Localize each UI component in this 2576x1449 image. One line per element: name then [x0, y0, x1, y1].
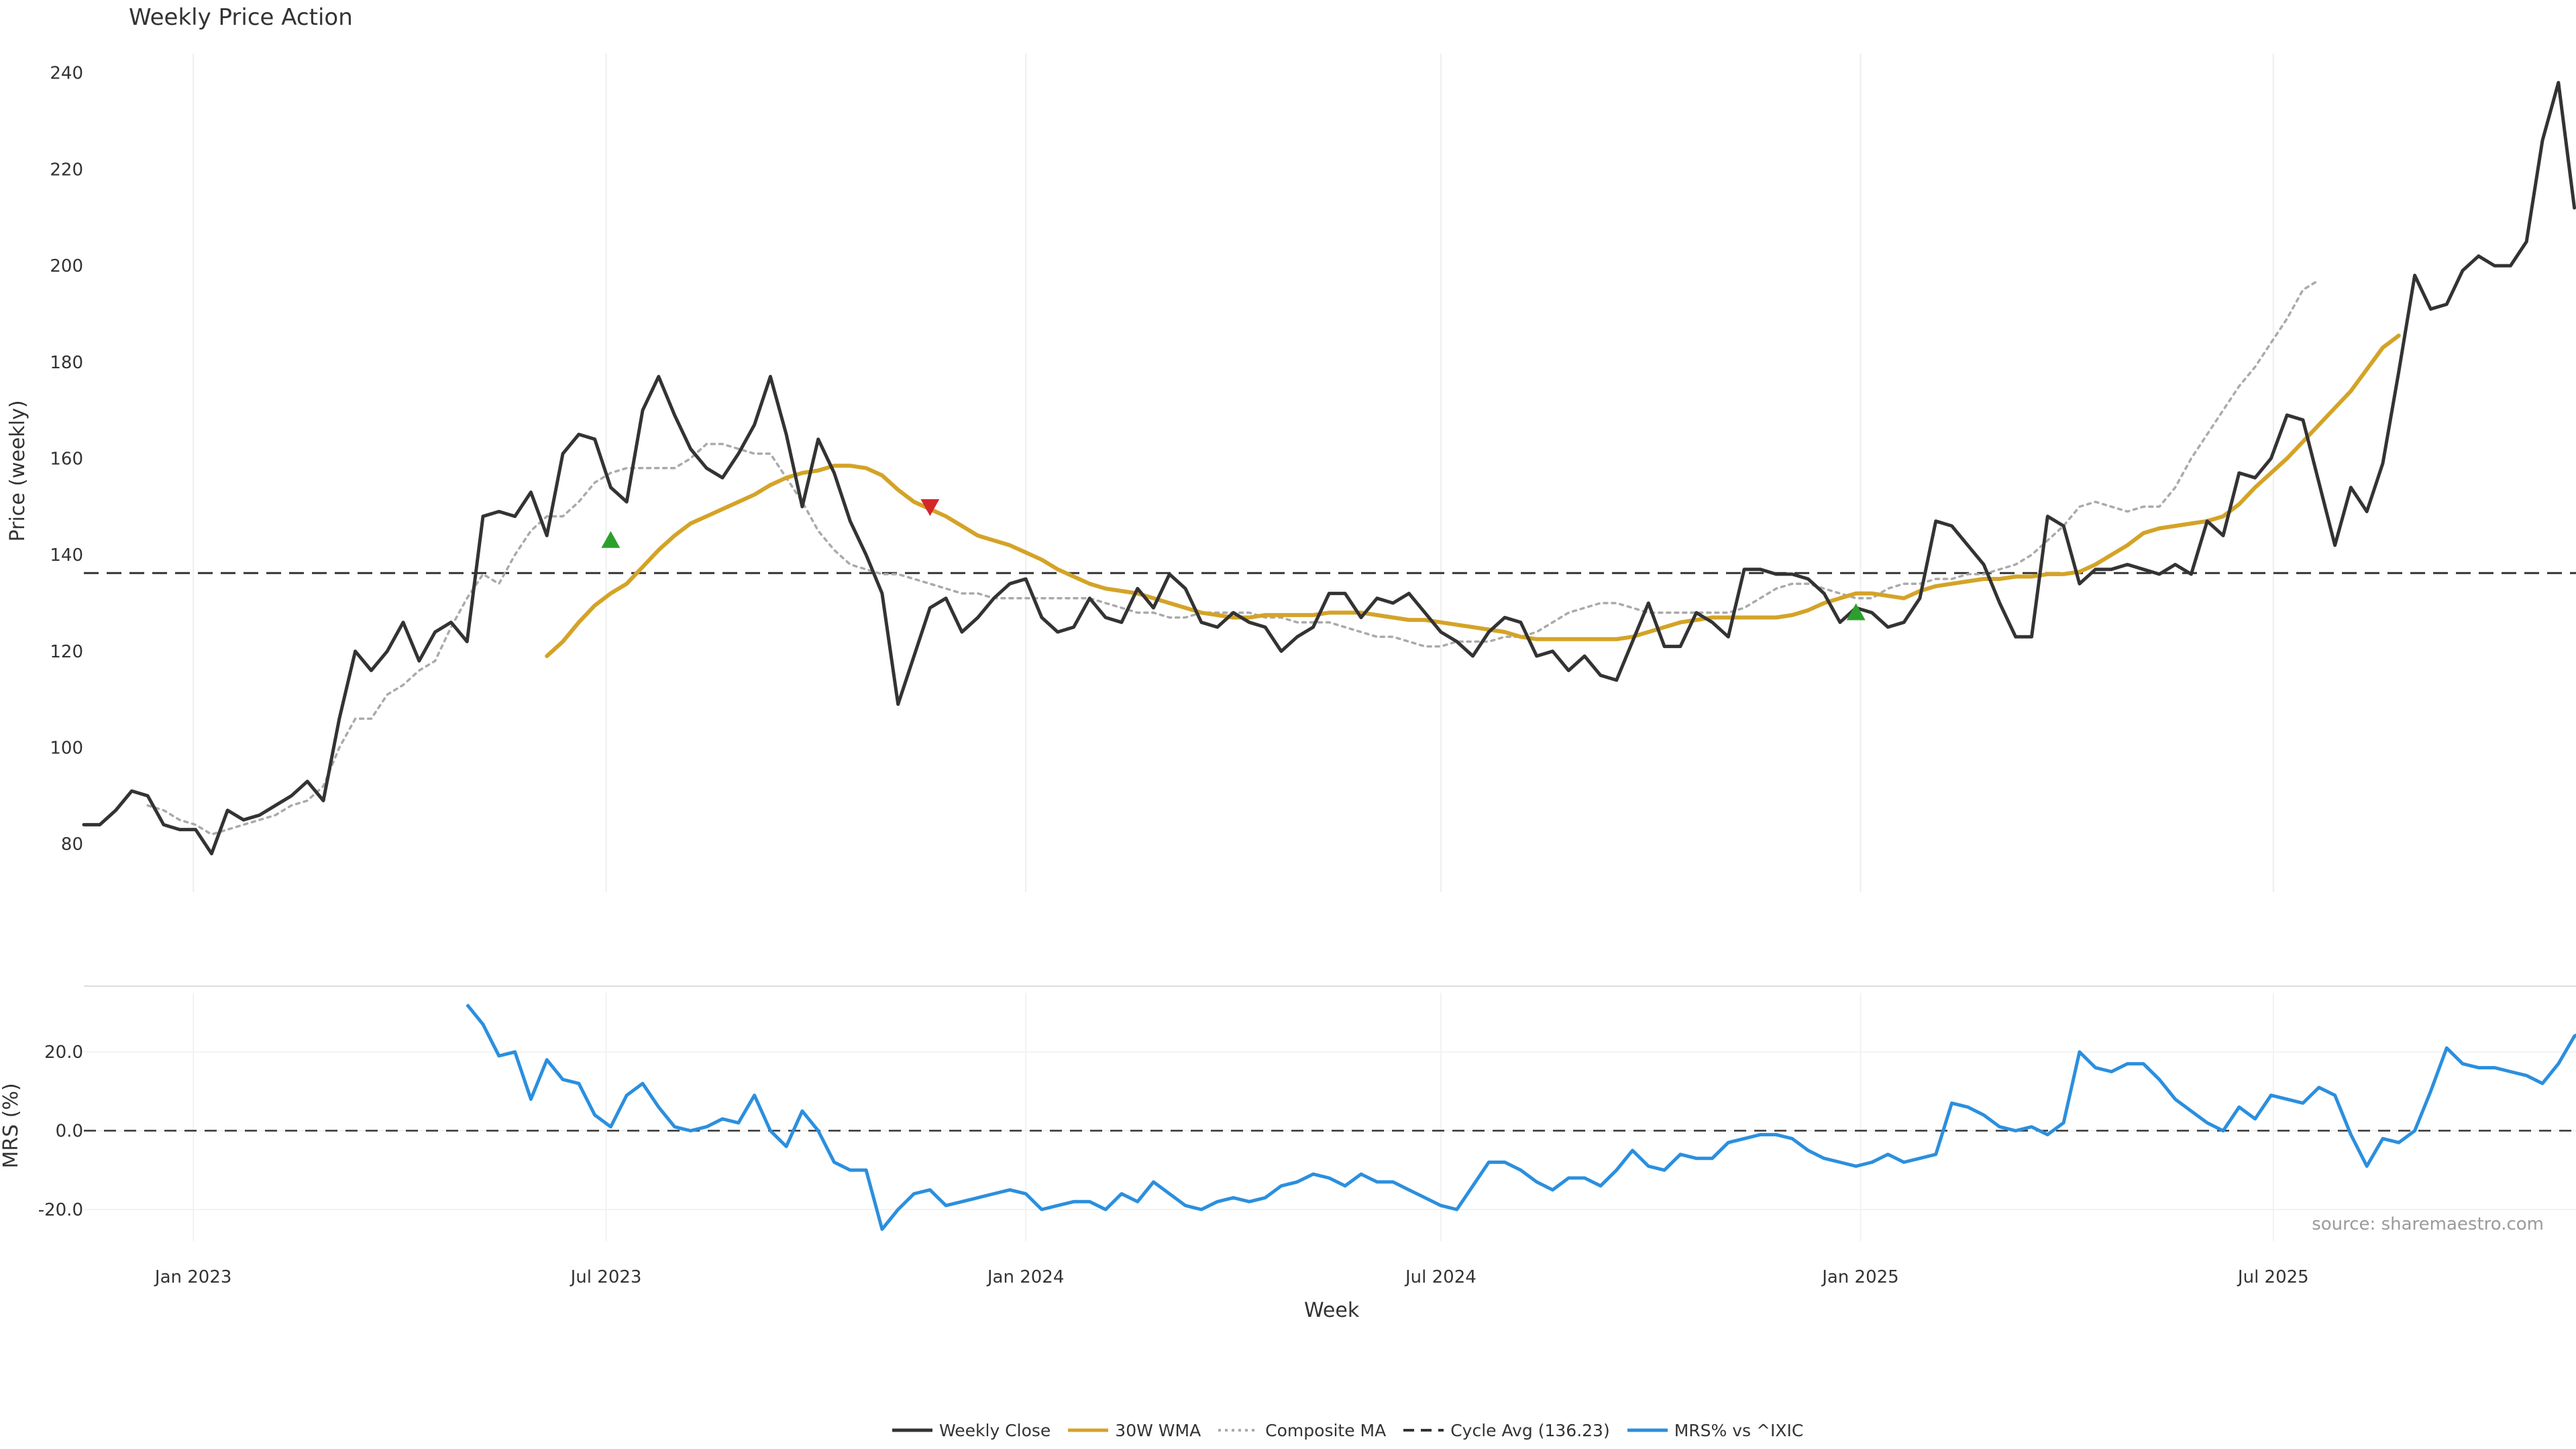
legend-swatch-cycle-avg: [1403, 1429, 1444, 1432]
series-line-mrs: [466, 1004, 2576, 1231]
legend-swatch-weekly-close: [892, 1428, 932, 1432]
price-grid: [193, 54, 2274, 892]
price-y-ticks: 80 100 120 140 160 180 200 220 240: [50, 64, 83, 855]
price-y-tick-label: 180: [50, 353, 83, 373]
price-series-group: [82, 80, 2576, 855]
legend-label: 30W WMA: [1115, 1420, 1201, 1440]
x-tick-label: Jan 2023: [154, 1267, 232, 1287]
signal-markers: [601, 499, 1866, 621]
series-line-30w-wma: [545, 333, 2401, 658]
mrs-y-axis-label: MRS (%): [0, 1083, 23, 1168]
x-tick-label: Jul 2025: [2237, 1267, 2309, 1287]
price-y-axis-label: Price (weekly): [6, 400, 30, 541]
mrs-y-ticks: -20.0 0.0 20.0: [38, 1042, 83, 1220]
buy-signal-marker: [601, 531, 621, 548]
series-line-composite-ma: [146, 278, 2320, 836]
legend-item-mrs: MRS% vs ^IXIC: [1627, 1420, 1804, 1440]
mrs-y-tick-label: 20.0: [44, 1042, 83, 1063]
price-y-tick-label: 200: [50, 256, 83, 276]
price-y-tick-label: 240: [50, 64, 83, 84]
legend-swatch-composite-ma: [1218, 1429, 1259, 1432]
buy-signal-marker: [1846, 603, 1866, 621]
legend-item-composite-ma: Composite MA: [1218, 1421, 1386, 1440]
legend-label: Cycle Avg (136.23): [1450, 1420, 1610, 1440]
source-note: source: sharemaestro.com: [2312, 1214, 2544, 1234]
mrs-y-tick-label: 0.0: [56, 1122, 83, 1142]
price-y-tick-label: 120: [50, 642, 83, 662]
legend-swatch-30w-wma: [1068, 1428, 1109, 1432]
legend-item-cycle-avg: Cycle Avg (136.23): [1403, 1421, 1610, 1440]
price-y-tick-label: 160: [50, 449, 83, 469]
sell-signal-marker: [920, 499, 940, 517]
price-y-tick-label: 100: [50, 738, 83, 758]
legend-swatch-mrs: [1627, 1428, 1668, 1432]
mrs-grid: [84, 993, 2576, 1241]
x-tick-label: Jan 2025: [1821, 1267, 1899, 1287]
legend: Weekly Close 30W WMA Composite MA Cycle …: [892, 1417, 1803, 1444]
legend-label: Weekly Close: [939, 1420, 1051, 1440]
chart-title: Weekly Price Action: [129, 4, 353, 31]
x-tick-label: Jan 2024: [986, 1267, 1065, 1287]
mrs-series-group: [466, 1004, 2576, 1231]
legend-label: MRS% vs ^IXIC: [1674, 1420, 1804, 1440]
x-tick-label: Jul 2024: [1404, 1267, 1477, 1287]
x-axis-label: Week: [1304, 1299, 1360, 1322]
x-tick-label: Jul 2023: [570, 1267, 642, 1287]
price-y-tick-label: 220: [50, 160, 83, 180]
mrs-y-tick-label: -20.0: [38, 1200, 83, 1220]
x-axis-ticks: Jan 2023 Jul 2023 Jan 2024 Jul 2024 Jan 2025…: [154, 1267, 2309, 1287]
series-line-weekly-close: [82, 80, 2576, 855]
price-y-tick-label: 140: [50, 545, 83, 566]
legend-item-weekly-close: Weekly Close: [892, 1421, 1051, 1440]
legend-label: Composite MA: [1265, 1420, 1387, 1440]
price-y-tick-label: 80: [61, 835, 83, 855]
legend-item-30w-wma: 30W WMA: [1068, 1421, 1201, 1440]
